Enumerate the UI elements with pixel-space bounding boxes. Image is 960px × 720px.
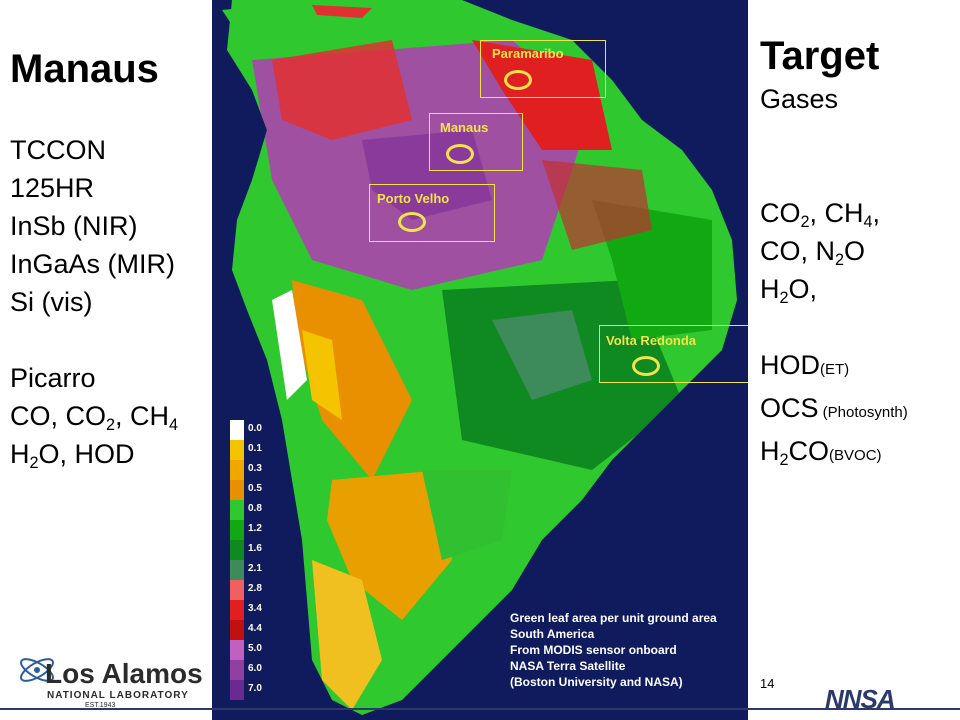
lanl-subtitle: NATIONAL LABORATORY [47, 690, 189, 701]
instrument-line: InSb (NIR) [10, 211, 138, 241]
instrument-line: 125HR [10, 173, 95, 203]
legend-label: 1.2 [248, 523, 262, 534]
lanl-logo: Los Alamos NATIONAL LABORATORY EST.1943 [15, 640, 205, 710]
legend-label: 0.3 [248, 463, 262, 474]
lanl-est: EST.1943 [85, 702, 116, 709]
legend-label: 4.4 [248, 623, 262, 634]
gases-line-1: CO2, CH4, [760, 198, 881, 231]
legend-row: 3.4 [230, 600, 262, 620]
legend-row: 0.1 [230, 440, 262, 460]
city-label-volta-redonda: Volta Redonda [606, 333, 697, 348]
gases-line-6: H2CO(BVOC) [760, 436, 882, 469]
legend-swatch [230, 480, 244, 500]
legend-label: 0.0 [248, 423, 262, 434]
legend-label: 0.8 [248, 503, 262, 514]
legend-swatch [230, 420, 244, 440]
legend-swatch [230, 460, 244, 480]
page-number: 14 [760, 676, 775, 691]
map-caption: Green leaf area per unit ground area Sou… [510, 611, 717, 689]
legend-row: 2.1 [230, 560, 262, 580]
legend-label: 7.0 [248, 683, 262, 694]
legend-swatch [230, 680, 244, 700]
legend-label: 5.0 [248, 643, 262, 654]
porto-velho-callout [369, 184, 495, 242]
target-subtitle: Gases [760, 84, 839, 114]
nnsa-logo: NNSA [820, 680, 940, 716]
atom-icon [20, 658, 54, 682]
instrument-line: Si (vis) [10, 287, 93, 317]
legend-swatch [230, 660, 244, 680]
volta-redonda-marker [632, 356, 660, 376]
legend-row: 0.3 [230, 460, 262, 480]
legend-label: 1.6 [248, 543, 262, 554]
left-title: Manaus [10, 47, 159, 91]
picarro-title: Picarro [10, 363, 96, 393]
legend-row: 1.2 [230, 520, 262, 540]
gases-line-4: HOD(ET) [760, 350, 850, 380]
legend-swatch [230, 560, 244, 580]
south-america-lai-map: Paramaribo Manaus Porto Velho Volta Redo… [212, 0, 748, 720]
legend-swatch [230, 500, 244, 520]
lai-legend: 0.0 0.1 0.3 0.5 0.8 1.2 1.6 2.1 2.8 3.4 4.4 5.0 6.0 7… [230, 420, 262, 700]
legend-row: 0.0 [230, 420, 262, 440]
city-label-porto-velho: Porto Velho [377, 191, 450, 206]
legend-swatch [230, 580, 244, 600]
legend-row: 7.0 [230, 680, 262, 700]
legend-row: 2.8 [230, 580, 262, 600]
picarro-gases-line2: H2O, HOD [10, 439, 135, 472]
lanl-name: Los Alamos [45, 658, 203, 689]
legend-swatch [230, 600, 244, 620]
legend-swatch [230, 540, 244, 560]
legend-row: 1.6 [230, 540, 262, 560]
legend-swatch [230, 440, 244, 460]
legend-swatch [230, 640, 244, 660]
city-label-manaus: Manaus [440, 120, 489, 135]
legend-row: 0.5 [230, 480, 262, 500]
legend-label: 6.0 [248, 663, 262, 674]
volta-redonda-callout [599, 325, 748, 383]
legend-row: 0.8 [230, 500, 262, 520]
target-title: Target [760, 34, 880, 78]
picarro-gases-line1: CO, CO2, CH4 [10, 401, 179, 434]
gases-line-3: H2O, [760, 274, 818, 307]
legend-label: 0.5 [248, 483, 262, 494]
legend-label: 2.1 [248, 563, 262, 574]
legend-label: 2.8 [248, 583, 262, 594]
porto-velho-marker [398, 212, 426, 232]
legend-swatch [230, 620, 244, 640]
manaus-callout [429, 113, 523, 171]
continent-map-graphic [222, 0, 737, 715]
left-column: Manaus TCCON 125HR InSb (NIR) InGaAs (MI… [10, 45, 178, 473]
instrument-line: TCCON [10, 135, 106, 165]
legend-label: 0.1 [248, 443, 262, 454]
right-column: Target Gases CO2, CH4, CO, N2O H2O, HOD(… [760, 32, 908, 475]
gases-line-2: CO, N2O [760, 236, 866, 269]
paramaribo-marker [504, 70, 532, 90]
legend-row: 4.4 [230, 620, 262, 640]
city-label-paramaribo: Paramaribo [492, 46, 564, 61]
legend-swatch [230, 520, 244, 540]
footer-rule [0, 708, 960, 710]
nnsa-wordmark: NNSA [825, 684, 896, 714]
legend-row: 5.0 [230, 640, 262, 660]
instrument-line: InGaAs (MIR) [10, 249, 176, 279]
paramaribo-callout [480, 40, 606, 98]
manaus-marker [446, 144, 474, 164]
gases-line-5: OCS (Photosynth) [760, 393, 908, 423]
legend-row: 6.0 [230, 660, 262, 680]
legend-label: 3.4 [248, 603, 262, 614]
